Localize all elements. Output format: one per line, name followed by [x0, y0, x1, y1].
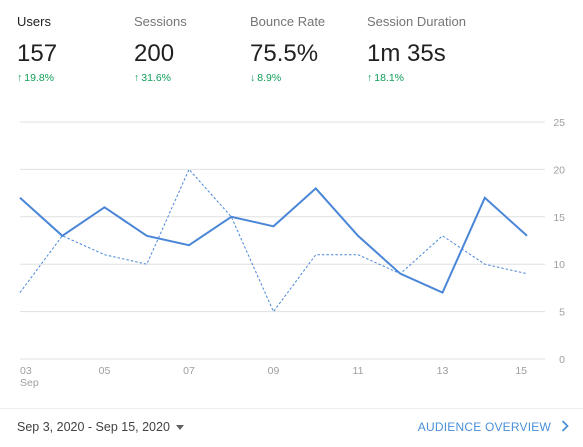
x-tick-sublabel: Sep: [20, 377, 39, 389]
x-tick-label: 11: [353, 365, 364, 377]
y-tick-label: 20: [553, 164, 565, 176]
audience-overview-label: AUDIENCE OVERVIEW: [417, 420, 551, 434]
x-tick-label: 09: [268, 365, 280, 377]
metric-change: ↑ 19.8%: [17, 72, 57, 84]
caret-down-icon: [175, 425, 184, 431]
arrow-up-icon: ↑: [367, 72, 373, 84]
metric-change-value: 31.6%: [141, 72, 172, 84]
metric-change-value: 19.8%: [24, 72, 55, 84]
metric-label: Sessions: [134, 14, 187, 29]
date-range-label: Sep 3, 2020 - Sep 15, 2020: [17, 420, 170, 434]
metric-value: 75.5%: [250, 40, 319, 67]
metric-value: 157: [17, 40, 58, 67]
y-tick-label: 0: [559, 354, 565, 366]
metric-tab-bounce-rate[interactable]: Bounce Rate 75.5% ↓ 8.9%: [250, 14, 325, 84]
metric-change-value: 8.9%: [257, 72, 282, 84]
series-line-current: [19, 186, 528, 294]
metric-value: 200: [134, 40, 175, 67]
metric-change: ↑ 18.1%: [367, 72, 466, 84]
series-line-previous: [19, 168, 528, 313]
chevron-right-icon: [561, 420, 569, 435]
metric-change-value: 18.1%: [374, 72, 405, 84]
metric-label: Session Duration: [367, 14, 466, 29]
y-tick-label: 5: [559, 307, 565, 319]
y-tick-label: 15: [553, 212, 565, 224]
x-tick-label: 13: [437, 365, 449, 377]
metrics-row: Users 157 ↑ 19.8% Sessions 200 ↑ 31.6% Bou…: [0, 0, 583, 110]
metric-value: 1m 35s: [367, 40, 446, 67]
metric-tab-session-duration[interactable]: Session Duration 1m 35s ↑ 18.1%: [367, 14, 466, 84]
metric-tab-users[interactable]: Users 157 ↑ 19.8%: [17, 14, 57, 84]
metric-label: Bounce Rate: [250, 14, 326, 29]
metric-change: ↓ 8.9%: [250, 72, 325, 84]
x-tick-label: 03: [20, 365, 32, 377]
audience-overview-link[interactable]: AUDIENCE OVERVIEW: [418, 420, 569, 435]
metric-change: ↑ 31.6%: [134, 72, 187, 84]
y-tick-label: 25: [553, 117, 565, 129]
arrow-up-icon: ↑: [134, 72, 140, 84]
card-footer: Sep 3, 2020 - Sep 15, 2020 AUDIENCE OVER…: [0, 408, 583, 447]
y-tick-label: 10: [553, 259, 565, 271]
arrow-down-icon: ↓: [250, 72, 256, 84]
date-range-selector[interactable]: Sep 3, 2020 - Sep 15, 2020: [17, 420, 184, 434]
arrow-up-icon: ↑: [17, 72, 23, 84]
metric-label: Users: [17, 14, 51, 29]
x-tick-label: 07: [183, 365, 195, 377]
x-tick-label: 05: [99, 365, 111, 377]
x-tick-label: 15: [515, 365, 527, 377]
metric-tab-sessions[interactable]: Sessions 200 ↑ 31.6%: [134, 14, 187, 84]
